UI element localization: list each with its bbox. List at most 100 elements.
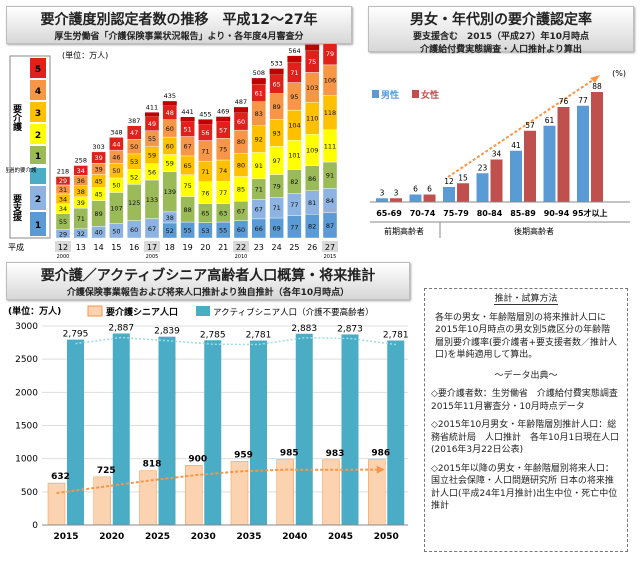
care-value-label: 985 xyxy=(280,449,299,459)
bar-segment-label: 91 xyxy=(255,162,263,170)
bar-segment-label: 34 xyxy=(77,167,85,175)
value-label: 88 xyxy=(592,82,602,91)
bar-segment-label: 50 xyxy=(130,143,138,151)
bar-segment-label: 55 xyxy=(183,227,191,235)
bar-segment-label: 80 xyxy=(237,138,245,146)
group-label-support: 要支援 xyxy=(11,194,23,222)
tick-label: 90-94 xyxy=(544,209,570,218)
bar-top-segment xyxy=(145,112,159,117)
y-tick-label: 1500 xyxy=(15,422,38,432)
tick-label: 19 xyxy=(183,243,193,252)
care-value-label: 959 xyxy=(234,450,253,460)
bar-top-segment xyxy=(287,55,302,62)
total-label: 469 xyxy=(217,108,229,116)
y-tick-label: 2500 xyxy=(15,355,38,365)
bar-segment-label: 103 xyxy=(306,84,318,92)
bar xyxy=(510,150,522,202)
tick-label: 2030 xyxy=(191,532,216,542)
bar-top-segment xyxy=(198,119,213,125)
total-label: 435 xyxy=(164,92,176,100)
value-label: 6 xyxy=(427,185,432,194)
y-tick-label: 0 xyxy=(32,521,38,531)
tick-label: 70-74 xyxy=(410,209,436,218)
bar-segment-label: 47 xyxy=(130,129,138,137)
bar-segment-label: 76 xyxy=(201,189,209,197)
unit-label: (単位：万人) xyxy=(62,50,108,60)
bar-segment-label: 80 xyxy=(237,161,245,169)
bar-top-segment xyxy=(216,116,231,122)
year-mark: 2010 xyxy=(235,254,248,258)
bar-segment-label: 57 xyxy=(219,126,227,134)
total-label: 218 xyxy=(57,168,69,176)
legend-active: アクティブシニア人口（介護不要高齢者） xyxy=(213,307,374,318)
y-tick-label: 2000 xyxy=(15,388,38,398)
legend-level: 2 xyxy=(35,195,41,205)
bar-segment-label: 34 xyxy=(59,195,67,203)
care-value-label: 900 xyxy=(188,454,207,464)
bar-segment-label: 118 xyxy=(324,109,336,117)
notes-heading: 推計・試算方法 xyxy=(494,294,558,305)
bar-segment-label: 56 xyxy=(201,129,209,137)
legend-frame xyxy=(9,55,51,239)
active-value-label: 2,785 xyxy=(200,330,226,340)
active-value-label: 2,795 xyxy=(63,330,89,340)
tick-label: 2025 xyxy=(145,532,170,542)
panel-senior-population: 要介護／アクティブシニア高齢者人口概算・将来推計 介護保険事業報告および将来人口… xyxy=(6,262,414,560)
panel2-subtitle2: 介護給付費実態調査・人口推計より算出 xyxy=(420,45,582,55)
bar-segment-label: 66 xyxy=(255,225,263,233)
active-value-label: 2,887 xyxy=(108,323,134,333)
legend-male: 男性 xyxy=(381,89,399,101)
panel3-title-box: 要介護／アクティブシニア高齢者人口概算・将来推計 介護保険事業報告および将来人口… xyxy=(6,262,410,300)
notes-source-heading: ～データ出典～ xyxy=(494,370,558,381)
bar-segment-label: 67 xyxy=(183,143,191,151)
bar xyxy=(457,183,469,202)
care-value-label: 986 xyxy=(371,449,390,459)
bar-top-segment xyxy=(305,44,320,51)
year-mark: 2015 xyxy=(324,254,337,258)
panel2-subtitle1: 要支援含む 2015（平成27）年10月時点 xyxy=(412,32,590,42)
bar-segment xyxy=(109,137,124,151)
bar-segment-label: 79 xyxy=(272,182,280,190)
active-value-label: 2,883 xyxy=(291,324,317,334)
bar-segment-label: 111 xyxy=(324,142,336,150)
bar-segment xyxy=(55,176,71,186)
bar-segment-label: 59 xyxy=(166,160,174,168)
legend-swatch-care xyxy=(87,305,103,317)
bar-segment-label: 79 xyxy=(326,50,334,58)
bar-segment-label: 95 xyxy=(290,93,298,101)
bar-segment-label: 101 xyxy=(288,151,300,159)
bar-segment-label: 49 xyxy=(148,120,156,128)
bar-segment-label: 63 xyxy=(219,209,227,217)
tick-label: 27 xyxy=(325,243,335,252)
bar-segment-label: 50 xyxy=(112,182,120,190)
tick-label: 13 xyxy=(76,243,86,252)
bar xyxy=(543,125,556,202)
tick-label: 2045 xyxy=(328,532,353,542)
bar-segment-label: 46 xyxy=(112,153,120,161)
bar-active xyxy=(387,340,405,525)
method-notes: 推計・試算方法 各年の男女・年齢階層別の将来推計人口に2015年10月時点の男女… xyxy=(424,288,628,552)
value-label: 57 xyxy=(525,121,535,130)
bar-segment-label: 82 xyxy=(308,223,316,231)
bar-segment-label: 34 xyxy=(59,205,67,213)
bar-segment-label: 125 xyxy=(128,199,140,207)
bar-segment-label: 89 xyxy=(272,103,280,111)
tick-label: 2040 xyxy=(282,532,307,542)
bar-segment-label: 29 xyxy=(59,230,67,238)
tick-label: 22 xyxy=(236,243,246,252)
bar-segment-label: 61 xyxy=(255,89,263,97)
bar-segment-label: 83 xyxy=(255,110,263,118)
bar-segment-label: 81 xyxy=(308,199,316,207)
legend-swatch-female xyxy=(412,90,419,98)
panel3-title: 要介護／アクティブシニア高齢者人口概算・将来推計 xyxy=(40,268,376,284)
value-label: 6 xyxy=(413,185,418,194)
legend-swatch xyxy=(30,212,46,236)
bar xyxy=(409,194,422,202)
bar-segment-label: 109 xyxy=(306,146,318,154)
bar-segment-label: 71 xyxy=(290,69,298,77)
value-label: 34 xyxy=(492,150,502,159)
bar-top-segment xyxy=(234,107,248,113)
year-mark: 2005 xyxy=(146,254,159,258)
bar-segment-label: 60 xyxy=(237,118,245,126)
value-label: 61 xyxy=(545,116,555,125)
